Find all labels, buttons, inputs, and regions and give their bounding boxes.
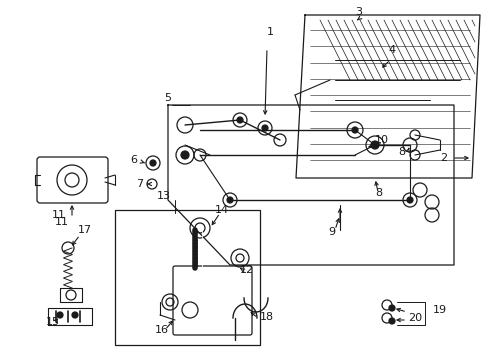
Circle shape	[388, 305, 394, 311]
Circle shape	[181, 151, 189, 159]
Text: 20: 20	[407, 313, 421, 323]
Circle shape	[388, 318, 394, 324]
Circle shape	[351, 127, 357, 133]
Circle shape	[237, 117, 243, 123]
Text: 5: 5	[163, 93, 171, 103]
Circle shape	[57, 312, 63, 318]
Text: 11: 11	[52, 210, 66, 220]
Text: 16: 16	[155, 325, 169, 335]
Text: 2: 2	[439, 153, 446, 163]
Circle shape	[370, 141, 378, 149]
Text: 6: 6	[130, 155, 137, 165]
Bar	[115, 210, 260, 345]
Text: 11: 11	[55, 217, 69, 227]
Circle shape	[72, 312, 78, 318]
Circle shape	[226, 197, 232, 203]
Text: 12: 12	[240, 265, 254, 275]
Circle shape	[150, 160, 156, 166]
Text: 13: 13	[157, 191, 171, 201]
Text: 15: 15	[46, 317, 60, 327]
Text: 17: 17	[78, 225, 92, 235]
Text: 8: 8	[374, 188, 381, 198]
Text: 4: 4	[387, 45, 394, 55]
Text: 18: 18	[260, 312, 274, 322]
Text: 1: 1	[266, 27, 273, 37]
Text: 7: 7	[136, 179, 143, 189]
Text: 10: 10	[374, 135, 388, 145]
Text: 8: 8	[397, 147, 404, 157]
Text: 9: 9	[327, 227, 334, 237]
Text: 19: 19	[432, 305, 446, 315]
Text: 14: 14	[215, 205, 229, 215]
Text: 3: 3	[354, 7, 361, 17]
Circle shape	[262, 125, 267, 131]
Circle shape	[406, 197, 412, 203]
